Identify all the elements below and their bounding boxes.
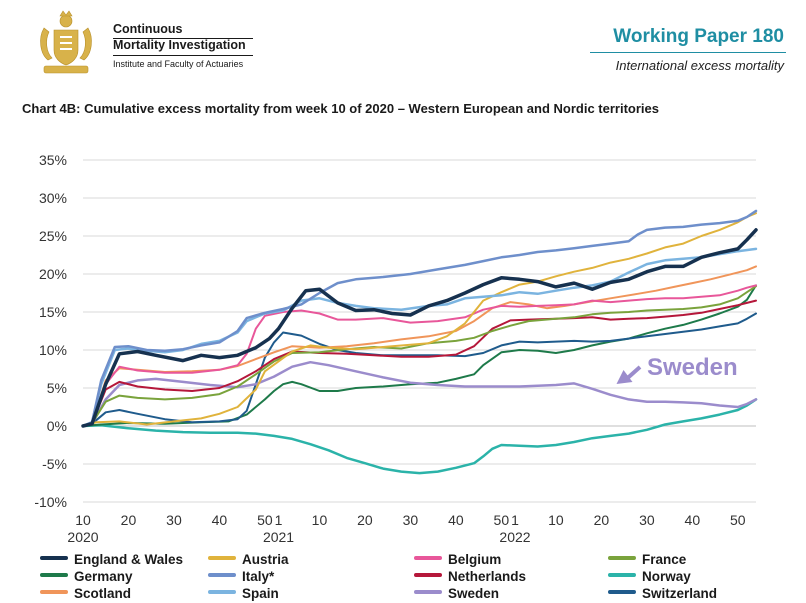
legend-item: Netherlands — [414, 568, 526, 585]
legend-swatch — [208, 556, 236, 561]
legend-swatch — [40, 590, 68, 595]
legend-item: Switzerland — [608, 585, 717, 602]
y-tick-label: -10% — [34, 494, 67, 510]
legend-item: England & Wales — [40, 551, 183, 568]
legend-swatch — [414, 556, 442, 561]
annotation-arrow-shaft — [625, 365, 642, 381]
series-line-netherlands — [82, 299, 757, 427]
x-tick-label: 20 — [594, 512, 610, 528]
paper-subtitle: International excess mortality — [615, 58, 784, 73]
legend-label: Italy* — [242, 569, 275, 584]
x-tick-label: 40 — [212, 512, 228, 528]
legend-item: Scotland — [40, 585, 131, 602]
x-tick-label: 10 — [312, 512, 328, 528]
org-divider — [113, 38, 253, 39]
y-tick-label: 20% — [39, 266, 67, 282]
y-tick-label: 35% — [39, 152, 67, 168]
axis-layer: 35%30%25%20%15%10%5%0%-5%-10%10 20 30 40 50 1… — [34, 152, 745, 545]
annotation-arrow-head — [616, 370, 633, 384]
legend-item: Austria — [208, 551, 289, 568]
x-year-label: 2021 — [263, 529, 294, 545]
ifoa-crest-logo — [40, 10, 92, 74]
legend-item: Italy* — [208, 568, 274, 585]
y-tick-label: -5% — [42, 456, 67, 472]
x-tick-label: 30 — [166, 512, 182, 528]
x-year-label: 2020 — [67, 529, 98, 545]
legend-label: Belgium — [448, 552, 502, 567]
x-tick-label: 50 — [257, 512, 273, 528]
org-name-line1: Continuous — [113, 22, 183, 36]
x-tick-label: 10 — [75, 512, 91, 528]
x-tick-label: 10 — [548, 512, 564, 528]
legend-label: Scotland — [74, 586, 132, 601]
x-tick-label: 30 — [403, 512, 419, 528]
org-divider — [113, 55, 253, 56]
y-tick-label: 30% — [39, 190, 67, 206]
y-tick-label: 0% — [47, 418, 67, 434]
series-line-france — [82, 285, 757, 427]
legend-item: Spain — [208, 585, 279, 602]
legend-swatch — [608, 556, 636, 561]
series-line-spain — [81, 247, 758, 428]
x-tick-label: 50 — [730, 512, 746, 528]
x-year-label: 2022 — [499, 529, 530, 545]
series-line-switzerland — [82, 312, 757, 427]
org-name-line2: Mortality Investigation — [113, 38, 246, 52]
document-header: Continuous Mortality Investigation Insti… — [0, 0, 806, 92]
legend-item: Belgium — [414, 551, 501, 568]
x-tick-label: 40 — [685, 512, 701, 528]
legend-swatch — [40, 573, 68, 578]
series-layer — [81, 209, 758, 475]
series-line-austria — [82, 212, 757, 427]
legend-swatch — [608, 573, 636, 578]
x-tick-label: 20 — [121, 512, 137, 528]
legend-label: England & Wales — [74, 552, 184, 567]
chart-title: Chart 4B: Cumulative excess mortality fr… — [22, 101, 659, 116]
series-line-england-wales — [81, 228, 758, 428]
x-tick-label: 1 — [511, 512, 519, 528]
x-tick-label: 40 — [448, 512, 464, 528]
legend-swatch — [40, 556, 68, 561]
series-line-norway — [81, 398, 758, 475]
legend-label: Norway — [642, 569, 691, 584]
x-tick-label: 20 — [357, 512, 373, 528]
series-line-sweden — [81, 360, 758, 428]
y-tick-label: 15% — [39, 304, 67, 320]
legend-label: Switzerland — [642, 586, 718, 601]
org-subtitle: Institute and Faculty of Actuaries — [113, 59, 244, 69]
legend-item: Germany — [40, 568, 133, 585]
legend-label: Spain — [242, 586, 279, 601]
legend-swatch — [608, 590, 636, 595]
y-tick-label: 25% — [39, 228, 67, 244]
x-tick-label: 1 — [275, 512, 283, 528]
legend-swatch — [414, 590, 442, 595]
annotation-sweden-label: Sweden — [647, 354, 738, 381]
legend-item: France — [608, 551, 686, 568]
legend-item: Sweden — [414, 585, 499, 602]
legend-swatch — [208, 573, 236, 578]
legend-label: Netherlands — [448, 569, 527, 584]
series-line-italy — [81, 209, 758, 428]
legend-label: Sweden — [448, 586, 500, 601]
legend-label: Austria — [242, 552, 289, 567]
x-tick-label: 30 — [639, 512, 655, 528]
legend-item: Norway — [608, 568, 691, 585]
series-line-belgium — [82, 284, 757, 427]
legend-label: Germany — [74, 569, 133, 584]
y-tick-label: 10% — [39, 342, 67, 358]
legend-swatch — [414, 573, 442, 578]
header-divider — [590, 52, 786, 53]
annotation-layer: Sweden — [616, 354, 738, 384]
x-tick-label: 50 — [494, 512, 510, 528]
legend-swatch — [208, 590, 236, 595]
series-line-germany — [82, 284, 757, 427]
paper-id: Working Paper 180 — [613, 26, 784, 47]
legend-label: France — [642, 552, 687, 567]
y-tick-label: 5% — [47, 380, 67, 396]
org-name: Continuous Mortality Investigation — [113, 21, 273, 53]
